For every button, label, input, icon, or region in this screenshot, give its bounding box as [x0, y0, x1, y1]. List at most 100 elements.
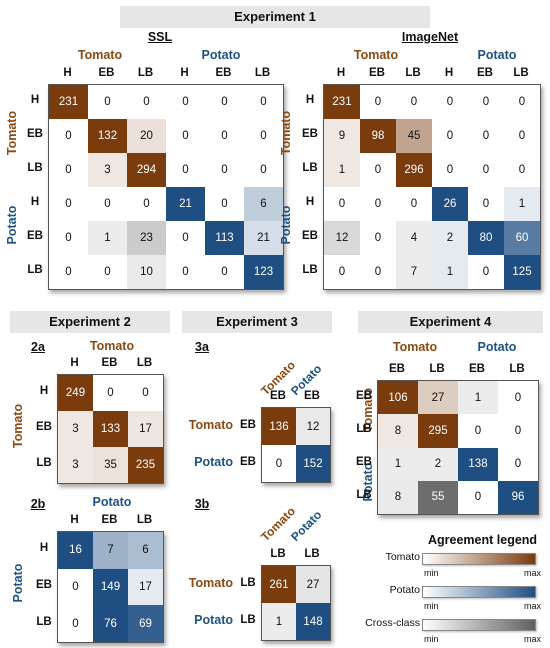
- exp2a-col-label-2: LB: [136, 357, 153, 369]
- exp4-cell-r0-c2: 1: [458, 381, 498, 415]
- ssl-potato-column-group: Potato: [201, 48, 241, 62]
- exp2a-cell-r0-c2: 0: [128, 375, 163, 411]
- imagenet-row-label-2: LB: [302, 162, 318, 174]
- ssl-cell-r5-c4: 0: [205, 255, 244, 289]
- ssl-cell-r2-c4: 0: [205, 153, 244, 187]
- ssl-cell-r4-c2: 23: [127, 221, 166, 255]
- imagenet-col-label-0: H: [336, 67, 346, 79]
- exp2b-row-label-0: H: [39, 542, 49, 555]
- exp2b-cell-r1-c2: 17: [128, 568, 163, 606]
- exp4-cell-r3-c3: 96: [498, 480, 538, 514]
- legend-potato-label: Potato: [389, 584, 420, 596]
- exp4-col-label-1: LB: [429, 363, 445, 375]
- ssl-col-label-4: EB: [215, 67, 232, 79]
- legend-tomato-label: Tomato: [385, 551, 420, 563]
- exp2b-cell-r2-c0: 0: [58, 605, 93, 642]
- exp3b-cell-r0-c1: 27: [296, 566, 330, 603]
- imagenet-col-label-5: LB: [513, 67, 529, 79]
- imagenet-col-label-1: EB: [369, 67, 385, 79]
- exp2b-cell-r2-c2: 69: [128, 605, 163, 642]
- legend-title: Agreement legend: [428, 533, 538, 547]
- exp4-row-label-1: LB: [356, 422, 372, 435]
- exp2a-cell-r2-c2: 235: [128, 447, 163, 483]
- exp2b-title: 2b: [30, 497, 46, 511]
- exp2a-cell-r0-c1: 0: [93, 375, 128, 411]
- ssl-cell-r0-c1: 0: [88, 85, 127, 119]
- imagenet-row-label-5: LB: [302, 264, 318, 276]
- imagenet-cell-r4-c2: 4: [396, 221, 432, 255]
- exp2a-title: 2a: [31, 340, 45, 354]
- exp2b-cell-r2-c1: 76: [93, 605, 128, 642]
- ssl-row-label-5: LB: [27, 264, 43, 276]
- exp4-col-label-2: EB: [469, 363, 485, 375]
- legend-cross-class-bar: [422, 619, 536, 631]
- exp4-cell-r3-c0: 8: [378, 480, 418, 514]
- imagenet-cell-r3-c2: 0: [396, 187, 432, 221]
- exp4-cell-r2-c1: 2: [418, 447, 458, 481]
- imagenet-cell-r4-c1: 0: [360, 221, 396, 255]
- exp2a-cell-r1-c1: 133: [93, 411, 128, 447]
- imagenet-col-label-2: LB: [405, 67, 421, 79]
- ssl-cell-r2-c2: 294: [127, 153, 166, 187]
- exp4-row-label-3: LB: [356, 489, 372, 502]
- ssl-cell-r0-c5: 0: [244, 85, 283, 119]
- ssl-col-label-5: LB: [254, 67, 271, 79]
- ssl-cell-r1-c4: 0: [205, 119, 244, 153]
- imagenet-tomato-column-group: Tomato: [353, 48, 399, 62]
- exp2a-row-group: Tomato: [11, 403, 25, 449]
- exp4-cell-r0-c0: 106: [378, 381, 418, 415]
- imagenet-cell-r3-c4: 0: [468, 187, 504, 221]
- exp2a-cell-r1-c0: 3: [58, 411, 93, 447]
- legend-potato-max: max: [524, 601, 542, 611]
- imagenet-cell-r3-c1: 0: [360, 187, 396, 221]
- ssl-tomato-row-group: Tomato: [5, 110, 19, 156]
- imagenet-cell-r2-c4: 0: [468, 153, 504, 187]
- ssl-cell-r3-c1: 0: [88, 187, 127, 221]
- ssl-cell-r1-c3: 0: [166, 119, 205, 153]
- ssl-row-label-4: EB: [27, 230, 43, 242]
- ssl-cell-r4-c4: 113: [205, 221, 244, 255]
- imagenet-cell-r0-c1: 0: [360, 85, 396, 119]
- imagenet-confusion-matrix: 231 0 0 0 0 0 9 98 45 0 0 0 1 0 296 0 0 0 0 0 0 26 0 1 12 0 4 2 80 60…: [323, 84, 541, 290]
- imagenet-cell-r4-c4: 80: [468, 221, 504, 255]
- ssl-cell-r0-c4: 0: [205, 85, 244, 119]
- exp3a-cell-r1-c1: 152: [296, 445, 330, 482]
- ssl-cell-r2-c0: 0: [49, 153, 88, 187]
- legend-tomato-max: max: [524, 568, 542, 578]
- exp3a-row-group-0: Tomato: [188, 417, 233, 432]
- ssl-row-label-0: H: [30, 94, 40, 106]
- exp2b-col-label-1: EB: [101, 514, 118, 526]
- exp3b-row-label-1: LB: [240, 613, 256, 626]
- imagenet-cell-r0-c2: 0: [396, 85, 432, 119]
- exp2b-cell-r0-c0: 16: [58, 532, 93, 569]
- exp4-row-label-0: EB: [356, 389, 372, 402]
- ssl-potato-row-group: Potato: [5, 205, 19, 245]
- ssl-matrix-title: SSL: [147, 30, 173, 44]
- exp3a-cell-r0-c1: 12: [296, 408, 330, 445]
- exp4-col-label-3: LB: [509, 363, 525, 375]
- legend-potato-bar: [422, 586, 536, 598]
- ssl-cell-r4-c0: 0: [49, 221, 88, 255]
- imagenet-cell-r2-c5: 0: [504, 153, 540, 187]
- imagenet-cell-r5-c2: 7: [396, 255, 432, 289]
- ssl-col-label-3: H: [180, 67, 189, 79]
- ssl-cell-r5-c2: 10: [127, 255, 166, 289]
- ssl-cell-r2-c3: 0: [166, 153, 205, 187]
- imagenet-cell-r5-c3: 1: [432, 255, 468, 289]
- imagenet-row-label-3: H: [305, 196, 315, 208]
- ssl-cell-r5-c3: 0: [166, 255, 205, 289]
- exp3a-cell-r0-c0: 136: [262, 408, 296, 445]
- exp4-cell-r1-c0: 8: [378, 414, 418, 448]
- exp3a-confusion-matrix: 136 12 0 152: [261, 407, 331, 483]
- exp4-cell-r1-c3: 0: [498, 414, 538, 448]
- imagenet-cell-r4-c0: 12: [324, 221, 360, 255]
- ssl-cell-r3-c2: 0: [127, 187, 166, 221]
- ssl-cell-r1-c1: 132: [88, 119, 127, 153]
- legend-tomato-min: min: [424, 568, 439, 578]
- exp4-potato-column-group: Potato: [477, 340, 517, 354]
- imagenet-cell-r0-c5: 0: [504, 85, 540, 119]
- ssl-cell-r3-c5: 6: [244, 187, 283, 221]
- exp2a-row-label-2: LB: [36, 457, 52, 469]
- exp2b-cell-r0-c1: 7: [93, 532, 128, 569]
- imagenet-cell-r0-c3: 0: [432, 85, 468, 119]
